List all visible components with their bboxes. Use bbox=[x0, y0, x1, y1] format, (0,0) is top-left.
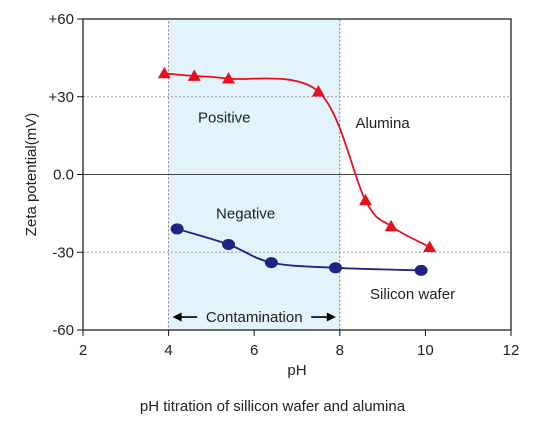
alumina-point bbox=[311, 85, 325, 97]
contamination-label: Contamination bbox=[206, 309, 303, 326]
figure-caption: pH titration of sillicon wafer and alumi… bbox=[139, 398, 406, 415]
alumina-point bbox=[157, 66, 171, 79]
x-axis-label: pH bbox=[287, 362, 306, 379]
alumina-point bbox=[358, 193, 372, 206]
y-tick-label: 0.0 bbox=[53, 167, 74, 184]
x-tick-label: 8 bbox=[336, 342, 344, 359]
gridlines bbox=[83, 96, 511, 253]
x-tick-label: 12 bbox=[503, 342, 520, 359]
x-tick-label: 10 bbox=[417, 342, 434, 359]
alumina-point bbox=[384, 219, 398, 232]
alumina-point bbox=[187, 69, 201, 81]
series-layer bbox=[157, 66, 437, 276]
y-tick-label: +30 bbox=[49, 89, 74, 106]
y-tick-label: +60 bbox=[49, 11, 74, 28]
legend-silicon-wafer-label: Silicon wafer bbox=[370, 286, 455, 303]
y-tick-label: -30 bbox=[52, 244, 74, 261]
tick-labels: 2 4 6 8 10 12 +60 +30 0.0 -30 -60 bbox=[49, 11, 520, 359]
silicon-wafer-point bbox=[222, 238, 236, 250]
contamination-range: Contamination bbox=[172, 309, 336, 326]
legend-alumina-label: Alumina bbox=[355, 115, 410, 132]
axes bbox=[77, 18, 512, 336]
alumina-point bbox=[423, 240, 437, 252]
silicon-wafer-point bbox=[170, 223, 184, 235]
alumina-point bbox=[222, 72, 236, 84]
negative-annotation: Negative bbox=[216, 206, 275, 223]
silicon-wafer-point bbox=[329, 262, 343, 274]
x-tick-label: 6 bbox=[250, 342, 258, 359]
range-arrowhead-left-icon bbox=[172, 312, 182, 322]
positive-annotation: Positive bbox=[198, 110, 251, 127]
y-tick-label: -60 bbox=[52, 322, 74, 339]
silicon-wafer-point bbox=[414, 264, 428, 276]
x-tick-label: 2 bbox=[79, 342, 87, 359]
y-axis-label: Zeta potential(mV) bbox=[23, 113, 40, 236]
x-tick-label: 4 bbox=[164, 342, 172, 359]
silicon-wafer-point bbox=[264, 257, 278, 269]
range-arrowhead-right-icon bbox=[326, 312, 336, 322]
